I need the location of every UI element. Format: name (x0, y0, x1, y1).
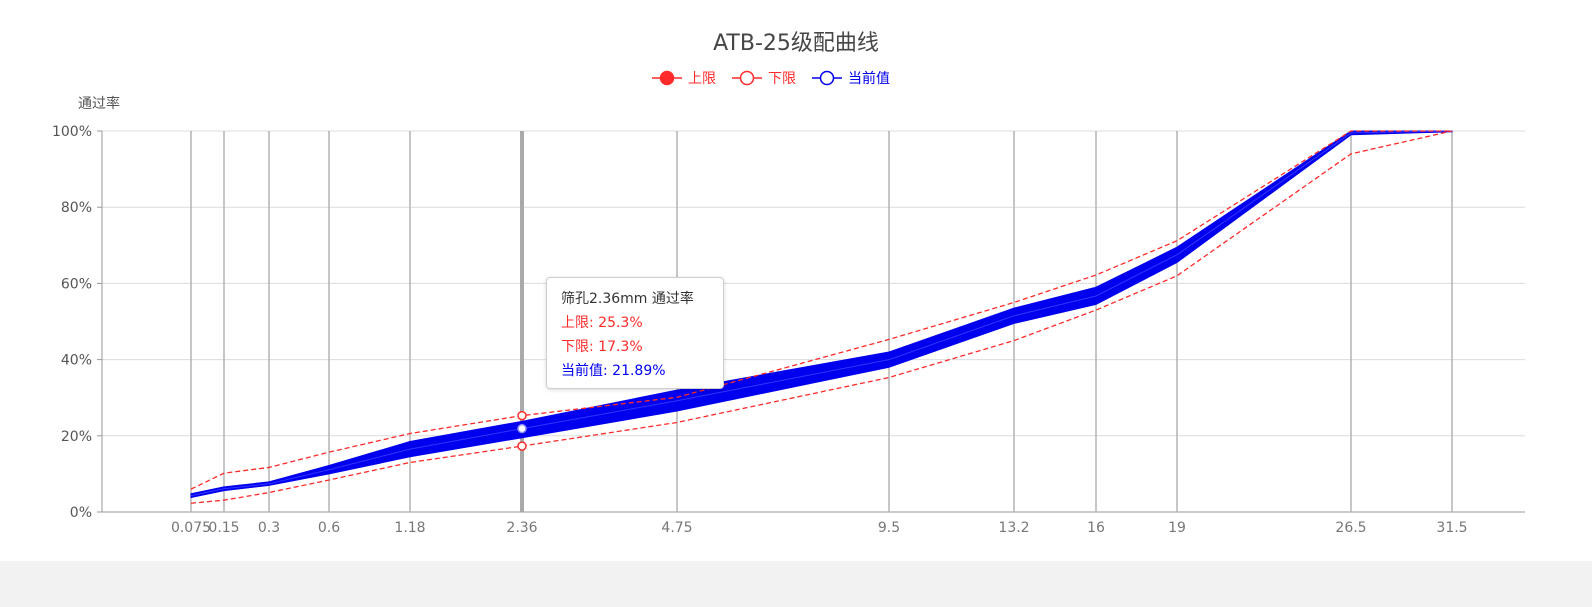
y-tick-label: 0% (70, 505, 92, 521)
lower-limit-line (190, 130, 1453, 504)
chart-title: ATB-25级配曲线 (713, 31, 879, 56)
y-tick-label: 20% (61, 429, 92, 445)
hover-tooltip: 筛孔2.36mm 通过率 上限: 25.3% 下限: 17.3% 当前值: 21… (546, 277, 724, 389)
upper-limit-line (190, 130, 1452, 490)
tooltip-current: 当前值: 21.89% (561, 363, 666, 379)
x-tick-label: 4.75 (661, 520, 692, 536)
lower-limit-point (517, 441, 527, 451)
x-tick-label: 2.36 (506, 520, 537, 536)
legend-symbol-marker (659, 70, 675, 86)
legend-label: 当前值 (848, 70, 890, 87)
x-tick-label: 19 (1168, 520, 1186, 536)
y-tick-label: 60% (61, 276, 92, 292)
current-value-band (190, 130, 1453, 499)
x-tick-label: 0.15 (208, 520, 239, 536)
x-tick-label: 0.3 (258, 520, 280, 536)
current-value-line (190, 130, 1453, 497)
tooltip-upper: 上限: 25.3% (561, 315, 643, 331)
tooltip-lower: 下限: 17.3% (561, 339, 643, 355)
x-tick-label: 26.5 (1335, 520, 1366, 536)
x-tick-label: 16 (1087, 520, 1105, 536)
x-tick-label: 9.5 (878, 520, 900, 536)
y-axis-label: 通过率 (78, 95, 120, 112)
legend-label: 上限 (688, 71, 716, 87)
y-tick-label: 80% (61, 200, 92, 216)
x-tick-label: 0.075 (171, 520, 211, 536)
upper-limit-point (517, 410, 527, 421)
x-tick-label: 1.18 (394, 520, 425, 536)
chart-panel (0, 0, 1592, 561)
current-value-point (517, 423, 527, 434)
legend-symbol-marker (739, 70, 755, 86)
y-tick-label: 40% (61, 353, 92, 369)
legend-symbol-marker (819, 70, 835, 86)
x-tick-label: 13.2 (998, 520, 1029, 536)
legend-label: 下限 (768, 71, 796, 87)
x-tick-label: 0.6 (318, 520, 340, 536)
tooltip-title: 筛孔2.36mm 通过率 (561, 291, 694, 307)
y-tick-label: 100% (52, 124, 92, 140)
x-tick-label: 31.5 (1436, 520, 1467, 536)
